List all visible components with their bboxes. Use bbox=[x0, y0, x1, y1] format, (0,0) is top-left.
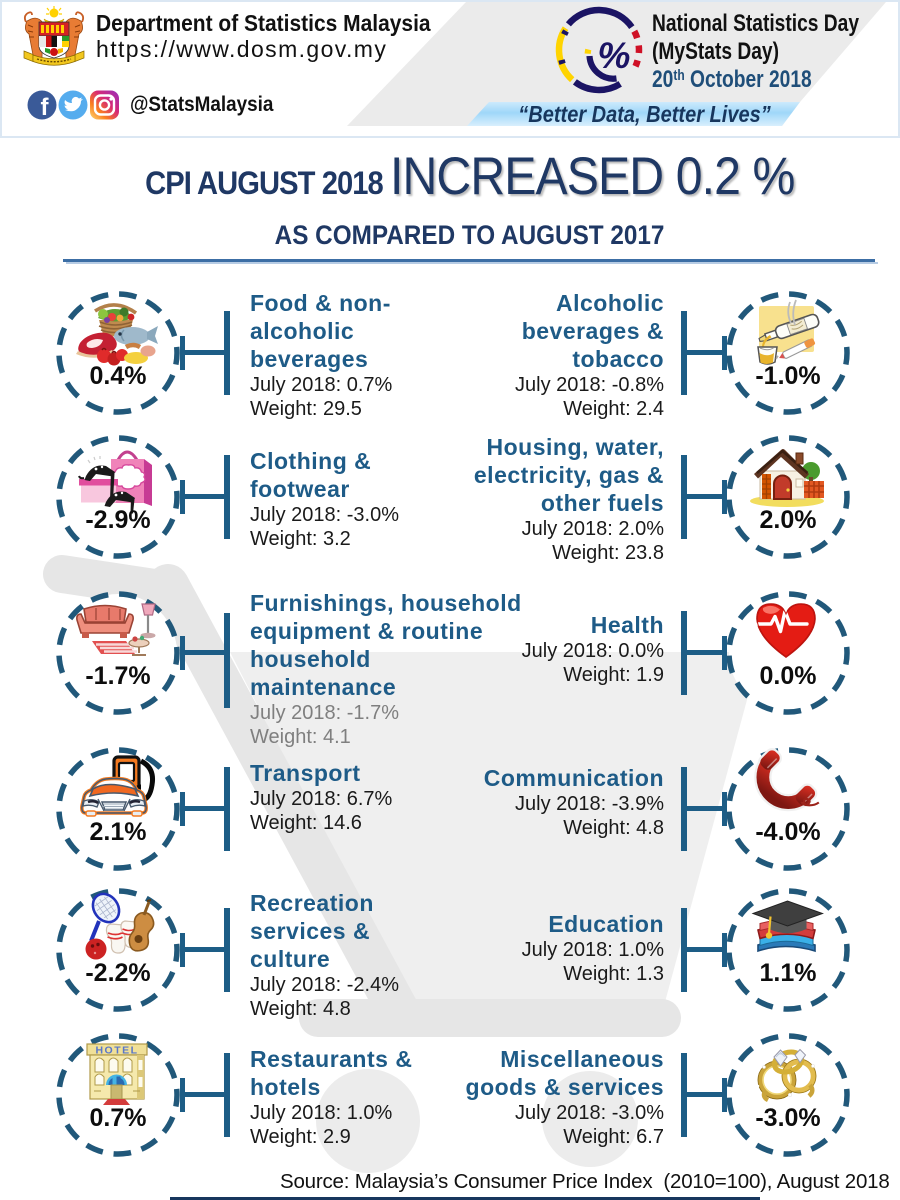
svg-text:%: % bbox=[598, 35, 631, 76]
svg-text:HOTEL: HOTEL bbox=[95, 1045, 138, 1057]
svg-text:f: f bbox=[41, 94, 50, 121]
